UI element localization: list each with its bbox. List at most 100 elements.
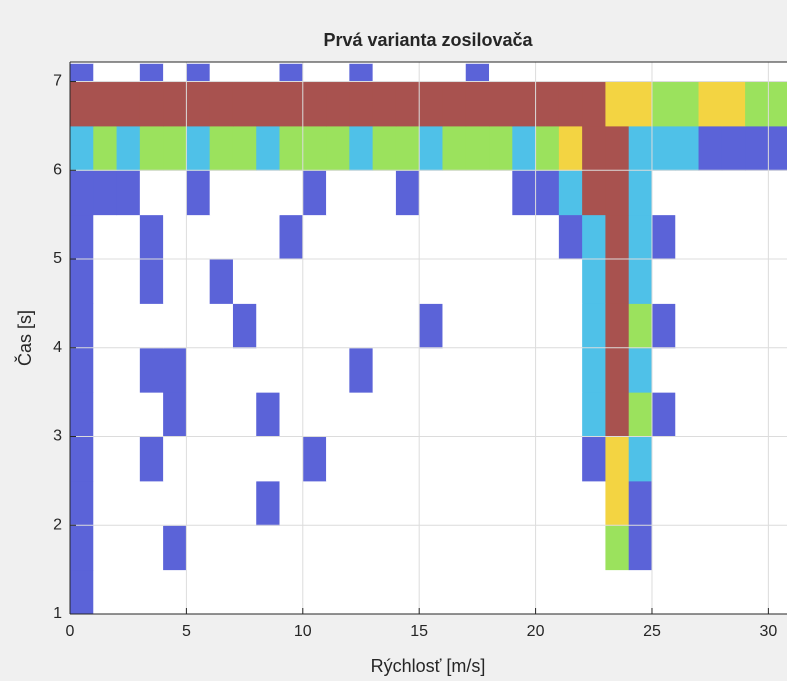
heatmap-cell bbox=[279, 170, 304, 216]
heatmap-cell bbox=[535, 259, 560, 304]
heatmap-cell bbox=[232, 214, 257, 260]
heatmap-cell bbox=[279, 347, 304, 393]
heatmap-cell bbox=[558, 392, 583, 438]
heatmap-cell bbox=[535, 569, 560, 614]
heatmap-cell bbox=[372, 214, 397, 260]
heatmap-cell bbox=[395, 125, 420, 171]
heatmap-cell bbox=[116, 303, 141, 349]
heatmap-cell bbox=[768, 347, 787, 393]
heatmap-cell bbox=[326, 63, 350, 83]
heatmap-cell bbox=[605, 436, 630, 482]
heatmap-cell bbox=[70, 63, 94, 83]
heatmap-cell bbox=[721, 259, 746, 304]
heatmap-cell bbox=[395, 170, 420, 216]
heatmap-cell bbox=[256, 170, 281, 216]
heatmap-cell bbox=[628, 392, 653, 438]
heatmap-cell bbox=[139, 81, 164, 127]
heatmap-cell bbox=[93, 81, 118, 127]
heatmap-cell bbox=[675, 214, 700, 260]
heatmap-cell bbox=[675, 170, 700, 216]
x-tick-label: 0 bbox=[66, 623, 75, 640]
heatmap-cell bbox=[489, 525, 513, 571]
heatmap-cell bbox=[745, 81, 769, 127]
heatmap-cell bbox=[442, 569, 467, 614]
heatmap-cell bbox=[582, 125, 606, 171]
heatmap-cell bbox=[651, 392, 676, 438]
heatmap-cell bbox=[442, 63, 467, 83]
heatmap-cell bbox=[768, 259, 787, 304]
heatmap-cell bbox=[745, 347, 769, 393]
heatmap-cell bbox=[372, 303, 397, 349]
heatmap-cell bbox=[256, 303, 281, 349]
heatmap-cell bbox=[465, 480, 490, 526]
heatmap-cell bbox=[419, 436, 443, 482]
heatmap-cell bbox=[512, 125, 537, 171]
heatmap-cell bbox=[279, 81, 304, 127]
heatmap-cell bbox=[489, 569, 513, 614]
heatmap-cell bbox=[232, 480, 257, 526]
heatmap-cell bbox=[326, 480, 350, 526]
heatmap-cell bbox=[628, 259, 653, 304]
heatmap-cell bbox=[186, 525, 211, 571]
heatmap-cell bbox=[651, 259, 676, 304]
heatmap-cell bbox=[628, 214, 653, 260]
heatmap-cell bbox=[628, 170, 653, 216]
heatmap-cell bbox=[163, 63, 187, 83]
heatmap-cell bbox=[721, 303, 746, 349]
heatmap-cell bbox=[535, 214, 560, 260]
heatmap-cell bbox=[419, 63, 443, 83]
heatmap-cell bbox=[535, 170, 560, 216]
heatmap-cell bbox=[139, 480, 164, 526]
heatmap-cell bbox=[698, 303, 723, 349]
x-tick-label: 30 bbox=[759, 623, 777, 640]
heatmap-cell bbox=[372, 525, 397, 571]
heatmap-cell bbox=[209, 63, 234, 83]
heatmap-cell bbox=[209, 125, 234, 171]
heatmap-cell bbox=[116, 480, 141, 526]
heatmap-cell bbox=[721, 525, 746, 571]
heatmap-cell bbox=[721, 170, 746, 216]
heatmap-cell bbox=[535, 347, 560, 393]
heatmap-cells bbox=[70, 63, 787, 614]
heatmap-cell bbox=[256, 347, 281, 393]
y-tick-label: 2 bbox=[53, 516, 62, 533]
heatmap-cell bbox=[698, 259, 723, 304]
heatmap-cell bbox=[232, 170, 257, 216]
heatmap-cell bbox=[93, 569, 118, 614]
x-tick-label: 5 bbox=[182, 623, 191, 640]
heatmap-cell bbox=[256, 259, 281, 304]
heatmap-cell bbox=[395, 63, 420, 83]
heatmap-cell bbox=[582, 81, 606, 127]
heatmap-cell bbox=[745, 525, 769, 571]
heatmap-cell bbox=[163, 347, 187, 393]
heatmap-cell bbox=[93, 125, 118, 171]
heatmap-cell bbox=[256, 125, 281, 171]
heatmap-cell bbox=[512, 569, 537, 614]
heatmap-cell bbox=[302, 81, 327, 127]
heatmap-cell bbox=[395, 525, 420, 571]
heatmap-cell bbox=[349, 525, 374, 571]
heatmap-cell bbox=[465, 81, 490, 127]
heatmap-cell bbox=[419, 170, 443, 216]
heatmap-cell bbox=[70, 525, 94, 571]
heatmap-cell bbox=[163, 569, 187, 614]
heatmap-cell bbox=[582, 436, 606, 482]
heatmap-cell bbox=[372, 436, 397, 482]
heatmap-cell bbox=[768, 480, 787, 526]
heatmap-cell bbox=[163, 525, 187, 571]
heatmap-cell bbox=[489, 480, 513, 526]
heatmap-cell bbox=[256, 81, 281, 127]
heatmap-cell bbox=[558, 63, 583, 83]
heatmap-cell bbox=[605, 63, 630, 83]
heatmap-cell bbox=[163, 125, 187, 171]
heatmap-cell bbox=[302, 170, 327, 216]
heatmap-cell bbox=[489, 63, 513, 83]
heatmap-cell bbox=[302, 436, 327, 482]
heatmap-cell bbox=[512, 81, 537, 127]
heatmap-cell bbox=[186, 480, 211, 526]
heatmap-cell bbox=[209, 436, 234, 482]
heatmap-cell bbox=[116, 214, 141, 260]
heatmap-cell bbox=[651, 436, 676, 482]
heatmap-cell bbox=[768, 214, 787, 260]
heatmap-cell bbox=[70, 81, 94, 127]
